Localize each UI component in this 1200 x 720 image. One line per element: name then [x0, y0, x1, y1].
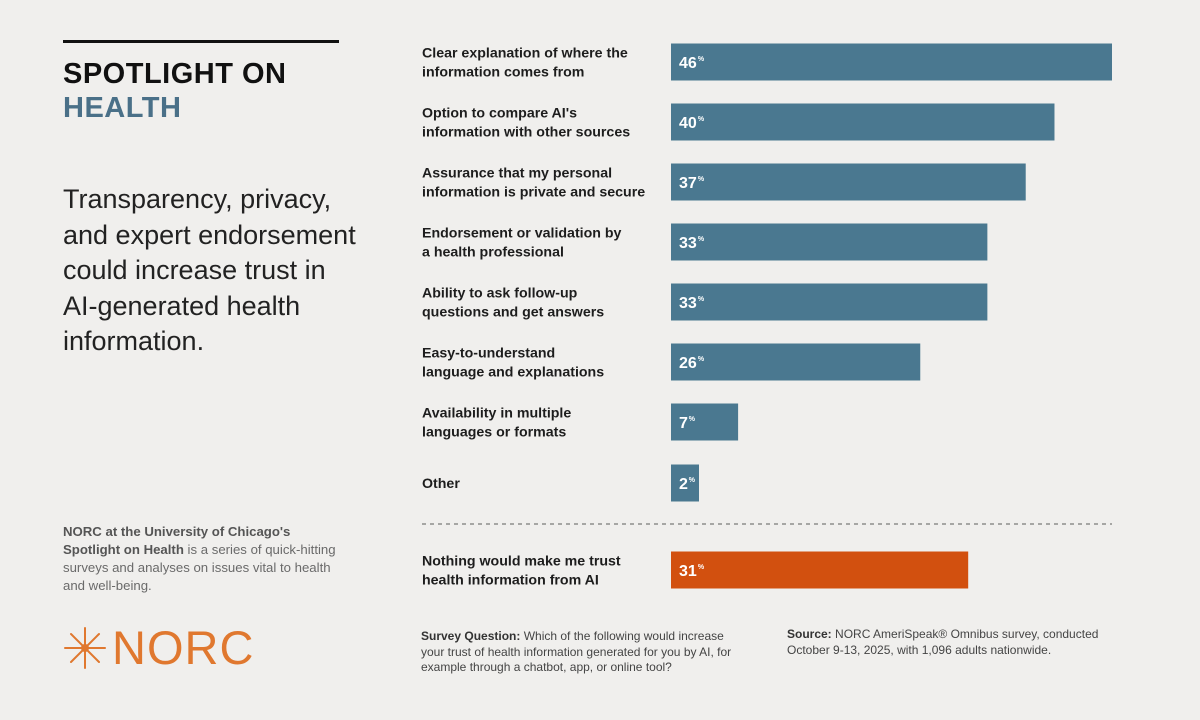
- norc-star-icon: [64, 626, 106, 669]
- bar: [671, 551, 969, 589]
- about-series: Spotlight on Health: [63, 542, 184, 557]
- bar-value-unit: %: [698, 356, 705, 363]
- bar: [671, 163, 1026, 201]
- bar-value-label: 26: [679, 355, 697, 372]
- category-label: Availability in multiple languages or for…: [422, 406, 571, 441]
- survey-question-text: Which of the following would increase yo…: [421, 629, 732, 674]
- category-label: Nothing would make me trust health inform…: [422, 554, 621, 589]
- headline: Transparency, privacy, and expert endors…: [63, 184, 356, 356]
- page-title-line2: HEALTH: [63, 92, 182, 124]
- category-label: Option to compare AI's information with o…: [422, 106, 630, 141]
- category-label: Other: [422, 476, 460, 492]
- source-label: Source:: [787, 627, 832, 641]
- about-rest: is a series of quick-hitting surveys and…: [63, 542, 336, 593]
- category-label: Clear explanation of where the informatio…: [422, 46, 628, 81]
- about-text: NORC at the University of Chicago's Spotl…: [63, 523, 343, 595]
- bar-value-unit: %: [698, 564, 705, 571]
- category-label: Assurance that my personal information is…: [422, 166, 645, 201]
- logo-wordmark: NORC: [112, 621, 255, 674]
- bar: [671, 343, 921, 381]
- page-title-line1: SPOTLIGHT ON: [63, 58, 287, 90]
- bar-value-unit: %: [698, 56, 705, 63]
- bar-value-unit: %: [689, 477, 696, 484]
- source-note: Source: NORC AmeriSpeak® Omnibus survey,…: [787, 627, 1117, 658]
- category-label: Ability to ask follow-up questions and ge…: [422, 286, 604, 321]
- bar-value-label: 31: [679, 563, 697, 580]
- bar-value-label: 2: [679, 476, 688, 493]
- title-rule: [63, 40, 339, 43]
- category-label: Endorsement or validation by a health pro…: [422, 226, 622, 261]
- bar-value-label: 46: [679, 55, 697, 72]
- bar: [671, 283, 988, 321]
- bar: [671, 43, 1112, 81]
- bar-value-unit: %: [698, 296, 705, 303]
- bar-value-label: 33: [679, 295, 697, 312]
- bar-value-unit: %: [698, 176, 705, 183]
- norc-logo: NORC: [62, 624, 254, 671]
- about-org: NORC at the University of Chicago's: [63, 524, 291, 539]
- bar: [671, 464, 699, 502]
- bar: [671, 403, 739, 441]
- bar-value-unit: %: [698, 236, 705, 243]
- category-label: Easy-to-understand language and explanati…: [422, 346, 604, 381]
- bar: [671, 103, 1055, 141]
- bar-value-label: 7: [679, 415, 688, 432]
- bar-value-unit: %: [689, 416, 696, 423]
- bar-value-label: 37: [679, 175, 697, 192]
- bar-value-label: 40: [679, 115, 697, 132]
- survey-question-label: Survey Question:: [421, 629, 521, 643]
- bar-value-label: 33: [679, 235, 697, 252]
- source-text: NORC AmeriSpeak® Omnibus survey, conduct…: [787, 627, 1099, 657]
- survey-question: Survey Question: Which of the following …: [421, 629, 741, 676]
- bar: [671, 223, 988, 261]
- bar-value-unit: %: [698, 116, 705, 123]
